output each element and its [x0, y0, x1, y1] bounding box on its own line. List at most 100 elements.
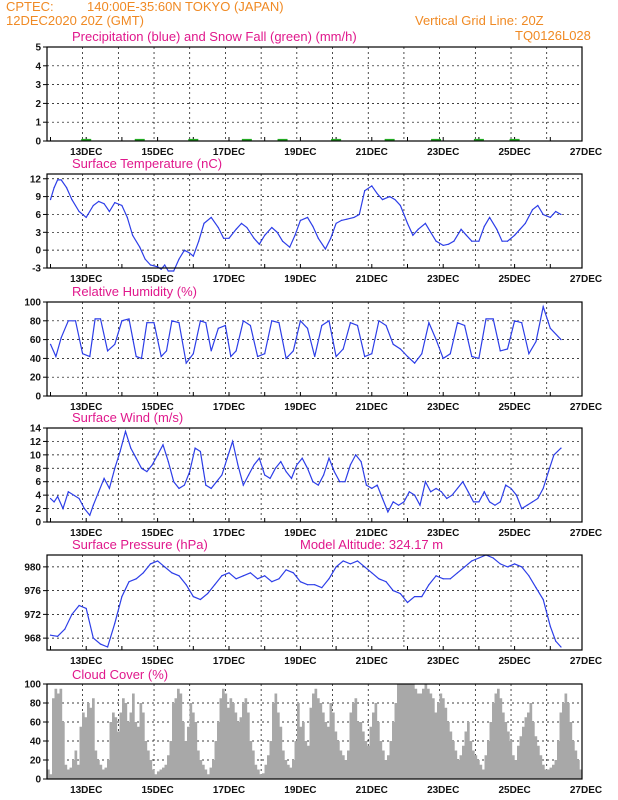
pres-data-point	[157, 560, 159, 562]
wind-data-point	[248, 474, 250, 476]
pres-data-point	[406, 601, 409, 604]
rh-data-point	[235, 350, 237, 352]
cloud-bar	[122, 698, 125, 779]
temp-data-point	[235, 228, 237, 230]
wind-data-point	[280, 460, 282, 463]
temp-data-point	[92, 204, 94, 207]
temp-data-point	[228, 237, 230, 239]
cloud-bar	[74, 750, 78, 779]
rh-data-point	[205, 322, 207, 324]
temp-data-point	[65, 187, 68, 189]
cloud-bar	[437, 703, 440, 779]
cloud-bar	[117, 731, 120, 779]
pres-data-point	[135, 578, 137, 580]
cloud-bar	[402, 684, 405, 779]
rh-ytick-label: 20	[30, 373, 42, 384]
cloud-bar	[357, 722, 360, 779]
cloud-bar	[297, 703, 300, 779]
rh-data-point	[82, 353, 84, 355]
wind-data-point	[381, 497, 384, 500]
cloud-xtick-label: 23DEC	[427, 785, 459, 796]
cloud-bar	[372, 712, 375, 779]
wind-data-point	[53, 501, 55, 503]
pres-data-point	[121, 595, 123, 598]
cloud-bar	[57, 693, 60, 779]
cloud-bar	[574, 750, 578, 779]
precip-ytick-label: 1	[35, 118, 41, 129]
cloud-bar	[522, 726, 525, 779]
cloud-ytick-label: 40	[30, 737, 42, 748]
precip-xtick-label: 27DEC	[570, 147, 602, 158]
cloud-bar	[182, 722, 185, 779]
rh-data-point	[242, 320, 244, 322]
cloud-bar	[214, 741, 218, 779]
rh-data-point	[278, 322, 280, 324]
temp-data-point	[524, 222, 526, 224]
pres-data-point	[171, 572, 173, 574]
cloud-bar	[102, 769, 105, 779]
cloud-bar	[239, 717, 243, 779]
rh-data-point	[153, 322, 155, 324]
pres-data-point	[285, 569, 287, 571]
cloud-bar	[507, 731, 510, 779]
cloud-bar	[64, 764, 68, 779]
cloud-bar	[564, 693, 568, 779]
cloud-bar	[389, 741, 393, 779]
pres-data-point	[435, 575, 437, 577]
wind-data-point	[205, 484, 207, 486]
pres-data-point	[228, 572, 230, 574]
temp-data-point	[465, 234, 468, 236]
pres-data-point	[542, 598, 544, 601]
cloud-bar	[369, 726, 373, 779]
temp-data-point	[417, 228, 419, 230]
cloud-bar	[82, 712, 85, 779]
pres-data-point	[85, 607, 87, 610]
temp-xtick-label: 17DEC	[213, 274, 245, 285]
rh-data-point	[99, 318, 102, 320]
temp-data-point	[53, 187, 55, 189]
temp-data-point	[312, 225, 314, 227]
wind-data-point	[296, 464, 298, 466]
pres-data-point	[78, 604, 80, 607]
temp-data-point	[406, 222, 409, 224]
cloud-bar	[442, 698, 445, 779]
pres-data-point	[57, 635, 59, 637]
cloud-bar	[447, 722, 450, 779]
temp-data-point	[108, 210, 111, 213]
cloud-bar	[169, 741, 173, 779]
cloud-bar	[292, 760, 295, 779]
temp-xtick-label: 15DEC	[141, 274, 173, 285]
rh-data-point	[542, 306, 544, 308]
temp-data-point	[289, 246, 291, 248]
temp-data-point	[85, 216, 87, 219]
wind-data-point	[290, 477, 293, 479]
cloud-bar	[562, 703, 565, 779]
cloud-bar	[114, 717, 118, 779]
temp-data-point	[412, 234, 414, 236]
cloud-bar	[284, 760, 288, 779]
temp-data-point	[276, 231, 278, 233]
cloud-bar	[52, 698, 55, 779]
temp-data-point	[364, 190, 366, 192]
cloud-bar	[252, 750, 255, 779]
temp-xtick-label: 21DEC	[356, 274, 388, 285]
cloud-bar	[569, 722, 573, 779]
temp-data-point	[139, 246, 141, 248]
temp-data-point	[49, 198, 52, 201]
wind-data-point	[140, 467, 143, 469]
cloud-bar	[579, 769, 583, 779]
header-grid-note: Vertical Grid Line: 20Z	[415, 13, 544, 28]
wind-data-point	[499, 501, 501, 503]
wind-xtick-label: 13DEC	[70, 528, 102, 539]
rh-data-point	[49, 343, 52, 345]
rh-data-point	[399, 348, 401, 350]
temp-data-point	[519, 228, 521, 230]
rh-data-point	[421, 353, 423, 355]
pres-data-point	[99, 643, 102, 645]
precip-xtick-label: 23DEC	[427, 147, 459, 158]
wind-data-point	[462, 481, 464, 483]
wind-data-point	[408, 491, 410, 493]
cloud-bar	[237, 722, 240, 779]
cloud-bar	[482, 769, 485, 779]
wind-data-point	[355, 454, 357, 456]
